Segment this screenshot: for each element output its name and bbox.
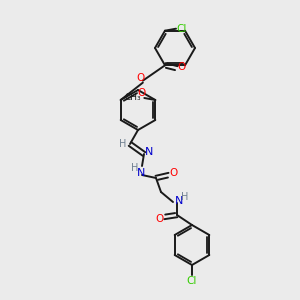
- Text: Cl: Cl: [177, 24, 187, 34]
- Text: N: N: [137, 168, 145, 178]
- Text: O: O: [178, 62, 186, 72]
- Text: H: H: [131, 163, 139, 173]
- Text: O: O: [155, 214, 163, 224]
- Text: N: N: [145, 147, 153, 157]
- Text: O: O: [137, 88, 146, 98]
- Text: O: O: [137, 73, 145, 83]
- Text: CH₃: CH₃: [124, 94, 141, 103]
- Text: O: O: [170, 168, 178, 178]
- Text: N: N: [175, 196, 183, 206]
- Text: H: H: [119, 139, 127, 149]
- Text: H: H: [181, 192, 189, 202]
- Text: Cl: Cl: [187, 276, 197, 286]
